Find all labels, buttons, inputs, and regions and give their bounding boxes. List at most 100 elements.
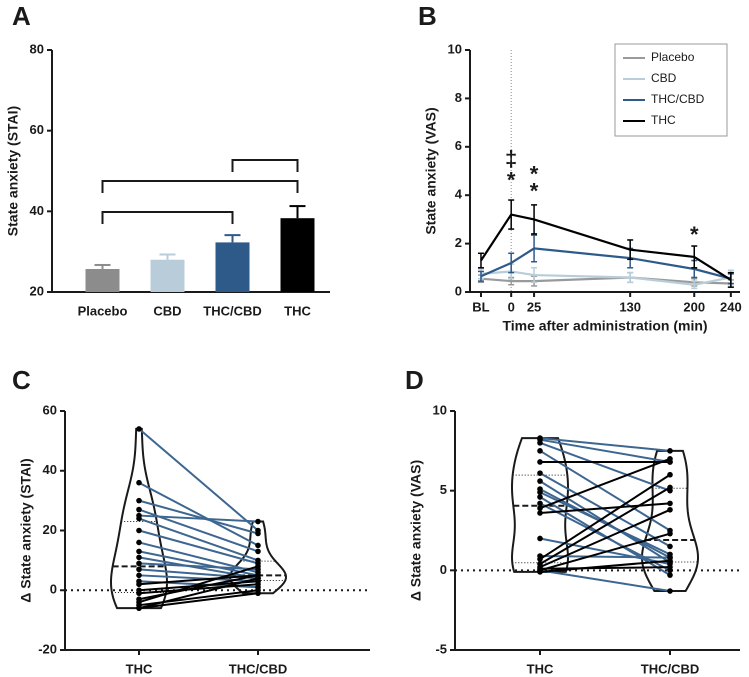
violin (510, 437, 570, 573)
y-tick-label: 6 (455, 138, 462, 153)
paired-line (138, 583, 259, 595)
paired-line (138, 574, 259, 586)
data-point (667, 500, 673, 507)
paired-line (138, 514, 259, 523)
y-tick-label: 40 (30, 203, 44, 218)
paired-line (539, 532, 671, 572)
data-point (667, 564, 673, 570)
data-point (537, 494, 543, 500)
data-point (537, 459, 543, 465)
y-axis-label: Δ State anxiety (VAS) (408, 460, 424, 601)
data-point (537, 500, 543, 507)
legend-label: THC/CBD (651, 92, 705, 106)
data-point (537, 535, 543, 542)
paired-line (539, 472, 671, 548)
series-line (480, 270, 732, 286)
paired-line (539, 502, 671, 514)
data-point (255, 581, 261, 588)
data-point (136, 554, 142, 561)
data-point (136, 548, 142, 555)
paired-line (539, 566, 671, 570)
annotation: * (530, 162, 539, 187)
data-point (667, 484, 673, 491)
paired-line (539, 441, 671, 492)
y-tick-label: 2 (455, 235, 462, 250)
x-axis-label: Time after administration (min) (502, 318, 707, 334)
data-point (136, 497, 142, 504)
data-point (136, 566, 142, 573)
series-line (480, 247, 732, 280)
data-point (667, 471, 673, 478)
data-point (537, 448, 543, 454)
data-point (136, 527, 142, 534)
x-tick-label: THC/CBD (641, 661, 700, 676)
data-point (136, 581, 142, 588)
paired-line (138, 577, 259, 610)
y-axis-label: State anxiety (STAI) (5, 106, 21, 236)
x-tick-label: 130 (619, 299, 641, 314)
data-point (255, 548, 261, 555)
data-point (136, 590, 142, 597)
y-tick-label: 0 (440, 562, 447, 577)
data-point (667, 530, 673, 537)
paired-line (138, 428, 259, 532)
data-point (667, 506, 673, 513)
paired-line (539, 449, 671, 532)
data-point (136, 506, 142, 513)
data-point (537, 470, 543, 476)
y-axis-label: Δ State anxiety (STAI) (18, 458, 34, 602)
data-point (255, 518, 261, 525)
bar (150, 259, 185, 292)
y-tick-label: 80 (30, 41, 44, 56)
paired-line (539, 554, 671, 559)
data-point (255, 530, 261, 537)
data-point (537, 489, 543, 496)
data-point (667, 588, 673, 594)
data-point (667, 557, 673, 564)
data-point (537, 510, 543, 516)
paired-line (138, 562, 259, 571)
data-point (136, 479, 142, 486)
y-tick-label: 20 (43, 522, 57, 537)
panel-label: D (405, 365, 424, 395)
series-line (480, 213, 732, 281)
paired-line (138, 592, 259, 610)
data-point (136, 605, 142, 611)
y-tick-label: 0 (50, 582, 57, 597)
data-point (136, 599, 142, 605)
legend-label: THC (651, 113, 676, 127)
data-point (537, 440, 543, 446)
paired-line (539, 457, 671, 510)
x-tick-label: THC (527, 661, 554, 676)
data-point (667, 572, 673, 578)
data-point (667, 456, 673, 462)
paired-line (539, 438, 671, 463)
x-tick-label: 200 (683, 299, 705, 314)
y-tick-label: 5 (440, 482, 447, 497)
significance-bracket (101, 180, 299, 193)
x-tick-label: BL (472, 299, 489, 314)
paired-line (138, 556, 259, 580)
panel-label: A (12, 1, 31, 31)
data-point (136, 539, 142, 546)
annotation: * (507, 168, 516, 193)
x-tick-label: THC (284, 303, 311, 318)
y-tick-label: 10 (448, 41, 462, 56)
y-tick-label: 60 (30, 122, 44, 137)
significance-bracket (101, 211, 234, 224)
data-point (255, 563, 261, 570)
paired-line (138, 517, 259, 562)
annotation: * (690, 222, 699, 247)
x-tick-label: THC/CBD (203, 303, 262, 318)
paired-line (539, 559, 671, 573)
bar (215, 242, 250, 292)
data-point (537, 478, 543, 484)
paired-line (138, 499, 259, 535)
data-point (136, 426, 142, 432)
y-tick-label: 0 (455, 283, 462, 298)
paired-line (138, 481, 259, 547)
x-tick-label: THC/CBD (229, 661, 288, 676)
data-point (136, 572, 142, 579)
data-point (537, 564, 543, 570)
